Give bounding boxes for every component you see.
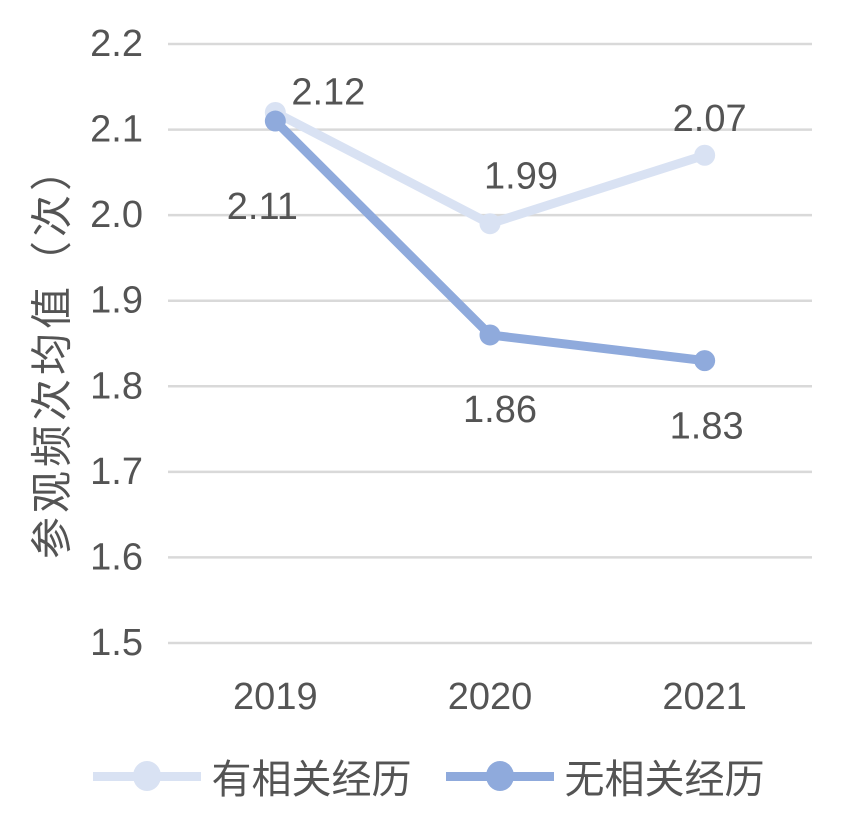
data-label: 1.99 bbox=[484, 156, 558, 198]
x-tick-label: 2019 bbox=[233, 676, 318, 718]
y-tick-label: 1.6 bbox=[90, 536, 143, 578]
y-tick-label: 1.7 bbox=[90, 451, 143, 493]
x-tick-label: 2020 bbox=[448, 676, 533, 718]
x-tick-label: 2021 bbox=[662, 676, 747, 718]
y-tick-label: 2.2 bbox=[90, 23, 143, 65]
legend-label: 有相关经历 bbox=[211, 758, 412, 802]
data-label: 2.12 bbox=[291, 71, 365, 113]
legend-item-has-experience[interactable]: 有相关经历 bbox=[92, 747, 412, 805]
legend-label: 无相关经历 bbox=[564, 758, 765, 802]
y-tick-label: 1.8 bbox=[90, 365, 143, 407]
y-tick-label: 2.1 bbox=[90, 109, 143, 151]
y-tick-label: 2.0 bbox=[90, 194, 143, 236]
legend: 有相关经历 无相关经历 bbox=[0, 747, 857, 805]
line-marker-icon bbox=[445, 761, 554, 791]
data-label: 2.07 bbox=[673, 98, 747, 140]
data-point-marker[interactable] bbox=[694, 350, 716, 372]
data-label: 1.83 bbox=[670, 406, 744, 448]
data-label: 1.86 bbox=[463, 389, 537, 431]
data-point-marker[interactable] bbox=[479, 324, 501, 346]
legend-item-no-experience[interactable]: 无相关经历 bbox=[445, 747, 765, 805]
y-axis-title: 参观频次均值（次） bbox=[28, 144, 76, 560]
line-marker-icon bbox=[92, 761, 201, 791]
y-tick-label: 1.5 bbox=[90, 622, 143, 664]
data-point-marker[interactable] bbox=[694, 144, 716, 166]
y-tick-label: 1.9 bbox=[90, 280, 143, 322]
data-point-marker[interactable] bbox=[264, 110, 286, 132]
data-label: 2.11 bbox=[227, 186, 298, 228]
data-point-marker[interactable] bbox=[479, 213, 501, 235]
